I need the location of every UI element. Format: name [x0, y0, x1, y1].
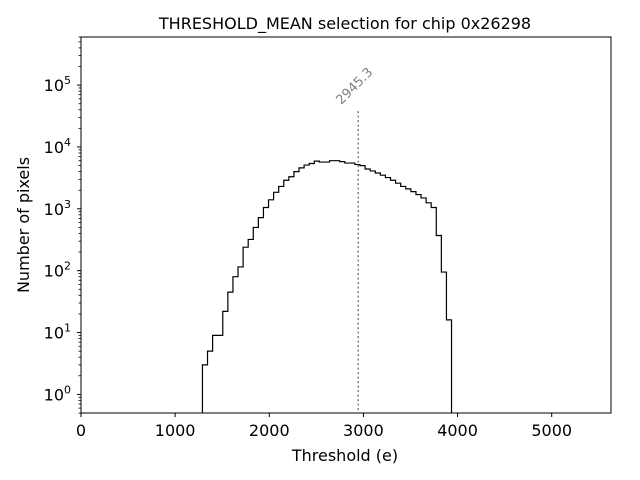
histogram-bin	[431, 208, 436, 413]
histogram-bin	[223, 311, 228, 413]
histogram-bin	[401, 186, 406, 413]
histogram-bin	[243, 247, 248, 413]
histogram-bin	[314, 161, 319, 413]
y-tick-label: 104	[44, 136, 71, 157]
x-tick-label: 4000	[437, 421, 478, 440]
axes-frame	[80, 36, 612, 414]
histogram-bin	[436, 236, 441, 413]
histogram-bin	[421, 198, 426, 413]
threshold-mean-label: 2945.3	[333, 65, 376, 108]
histogram-bin	[284, 180, 289, 413]
histogram-bin	[304, 165, 309, 413]
x-tick-label: 2000	[249, 421, 290, 440]
histogram-bin	[391, 180, 396, 413]
histogram-bin	[441, 272, 446, 413]
histogram-bin	[335, 161, 340, 413]
x-tick-label: 3000	[343, 421, 384, 440]
histogram-bin	[309, 164, 314, 413]
histogram-bin	[228, 292, 233, 413]
histogram-bin	[269, 200, 274, 413]
y-tick-label: 103	[44, 198, 71, 219]
histogram-bin	[416, 195, 421, 413]
histogram-bin	[411, 192, 416, 413]
histogram-bin	[233, 277, 238, 413]
x-axis: 0 1000 2000 3000 4000 5000	[76, 413, 572, 440]
histogram-bin	[446, 320, 451, 413]
histogram-bin	[202, 365, 207, 413]
y-tick-label: 101	[44, 322, 71, 343]
histogram-bin	[365, 169, 370, 413]
histogram-bin	[426, 203, 431, 413]
y-tick-label: 102	[44, 260, 71, 281]
histogram-bin	[324, 162, 329, 413]
histogram-bin	[289, 177, 294, 413]
y-tick-label: 105	[44, 74, 71, 95]
histogram-bin	[319, 162, 324, 413]
x-tick-label: 5000	[531, 421, 572, 440]
histogram-bin	[218, 335, 223, 413]
histogram-bin	[274, 192, 279, 413]
histogram-series	[201, 160, 453, 413]
y-tick-label: 100	[44, 383, 71, 404]
x-axis-label: Threshold (e)	[291, 446, 398, 465]
histogram-bin	[279, 186, 284, 413]
histogram-bin	[406, 189, 411, 413]
histogram-bin	[258, 218, 263, 413]
histogram-bin	[263, 208, 268, 413]
histogram-bin	[248, 239, 253, 413]
histogram-bin	[370, 171, 375, 413]
plot-area: 2945.3	[80, 36, 612, 414]
x-tick-label: 1000	[155, 421, 196, 440]
histogram-bin	[385, 178, 390, 413]
histogram-bin	[340, 162, 345, 413]
histogram-bin	[238, 267, 243, 413]
histogram-bin	[360, 166, 365, 413]
histogram-bin	[330, 161, 335, 413]
histogram-bin	[208, 351, 213, 413]
x-tick-label: 0	[76, 421, 86, 440]
histogram-bin	[355, 165, 360, 413]
y-axis-label: Number of pixels	[14, 157, 33, 293]
histogram-bin	[345, 163, 350, 413]
histogram-bin	[299, 168, 304, 413]
y-axis: 100 101 102 103 104 105	[44, 36, 81, 414]
histogram-bin	[396, 183, 401, 413]
histogram-bin	[213, 335, 218, 413]
histogram-bin	[294, 172, 299, 413]
histogram-bin	[375, 173, 380, 413]
histogram-bin	[380, 175, 385, 413]
histogram-bin	[350, 163, 355, 413]
histogram-bin	[253, 227, 258, 413]
chart-title: THRESHOLD_MEAN selection for chip 0x2629…	[158, 14, 531, 34]
